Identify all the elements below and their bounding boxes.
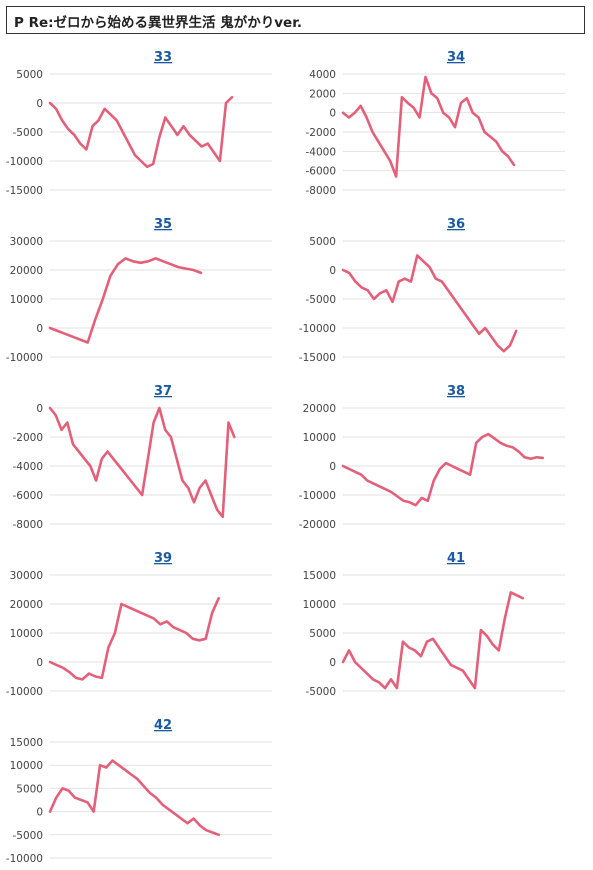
- y-tick-label: 20000: [303, 403, 336, 415]
- chart-title-link[interactable]: 36: [447, 217, 465, 232]
- chart-title-link[interactable]: 37: [154, 384, 172, 399]
- y-tick-label: 5000: [309, 628, 336, 640]
- y-tick-label: 0: [329, 461, 336, 473]
- y-tick-label: 0: [329, 108, 336, 120]
- series-line: [341, 75, 516, 178]
- page-header: P Re:ゼロから始める異世界生活 鬼がかりver.: [6, 6, 585, 34]
- page-title: P Re:ゼロから始める異世界生活 鬼がかりver.: [14, 15, 303, 31]
- y-tick-label: 15000: [303, 570, 336, 582]
- y-tick-label: -5000: [12, 830, 43, 842]
- y-tick-label: 5000: [16, 783, 43, 795]
- chart-svg-39: 39 30000 20000 10000 0 -10000: [6, 551, 272, 698]
- y-tick-label: 15000: [10, 737, 43, 749]
- chart-svg-36: 36 5000 0 -5000 -10000 -15000: [299, 217, 565, 364]
- series-line: [341, 254, 518, 353]
- chart-title-link[interactable]: 34: [447, 50, 465, 65]
- chart-svg-42: 42 15000 10000 5000 0 -5000 -10000: [6, 718, 272, 865]
- y-tick-label: -2000: [305, 127, 336, 139]
- chart-panel-39: 39 30000 20000 10000 0 -10000: [0, 543, 290, 703]
- series-line: [48, 257, 203, 344]
- y-tick-label: 0: [329, 265, 336, 277]
- y-tick-label: 10000: [303, 599, 336, 611]
- y-tick-label: -10000: [6, 686, 43, 698]
- chart-title-link[interactable]: 35: [154, 217, 172, 232]
- y-tick-label: -8000: [12, 519, 43, 531]
- y-tick-label: 20000: [10, 265, 43, 277]
- chart-svg-38: 38 20000 10000 0 -10000 -20000: [299, 384, 565, 531]
- y-tick-label: -10000: [6, 156, 43, 168]
- y-tick-label: 20000: [10, 599, 43, 611]
- y-tick-label: 10000: [303, 432, 336, 444]
- y-tick-label: 5000: [309, 236, 336, 248]
- y-tick-label: -2000: [12, 432, 43, 444]
- y-tick-label: -10000: [299, 323, 336, 335]
- y-tick-label: -20000: [299, 519, 336, 531]
- series-line: [48, 95, 234, 169]
- y-tick-label: 10000: [10, 628, 43, 640]
- series-line: [341, 591, 525, 690]
- chart-panel-34: 34 4000 2000 0 -2000 -4000 -6000 -8000: [293, 42, 583, 202]
- y-tick-label: -5000: [305, 686, 336, 698]
- chart-title-link[interactable]: 42: [154, 718, 172, 733]
- series-line: [48, 596, 220, 681]
- y-tick-label: 10000: [10, 294, 43, 306]
- y-tick-label: -6000: [12, 490, 43, 502]
- y-tick-label: -10000: [6, 853, 43, 865]
- chart-panel-42: 42 15000 10000 5000 0 -5000 -10000: [0, 710, 290, 870]
- series-line: [48, 406, 236, 519]
- y-tick-label: -5000: [305, 294, 336, 306]
- y-tick-label: -15000: [6, 185, 43, 197]
- chart-title-link[interactable]: 38: [447, 384, 465, 399]
- chart-svg-35: 35 30000 20000 10000 0 -10000: [6, 217, 272, 364]
- chart-title-link[interactable]: 39: [154, 551, 172, 566]
- y-tick-label: -10000: [299, 490, 336, 502]
- y-tick-label: -4000: [12, 461, 43, 473]
- chart-panel-35: 35 30000 20000 10000 0 -10000: [0, 209, 290, 369]
- series-line: [341, 432, 545, 507]
- y-tick-label: -4000: [305, 146, 336, 158]
- chart-svg-33: 33 5000 0 -5000 -10000 -15000: [6, 50, 272, 197]
- chart-title-link[interactable]: 41: [447, 551, 465, 566]
- chart-title-link[interactable]: 33: [154, 50, 172, 65]
- y-tick-label: 10000: [10, 760, 43, 772]
- y-tick-label: -15000: [299, 352, 336, 364]
- y-tick-label: 0: [36, 657, 43, 669]
- y-tick-label: -5000: [12, 127, 43, 139]
- chart-svg-37: 37 0 -2000 -4000 -6000 -8000: [12, 384, 272, 531]
- series-line: [48, 759, 220, 837]
- y-tick-label: 30000: [10, 236, 43, 248]
- chart-panel-33: 33 5000 0 -5000 -10000 -15000: [0, 42, 290, 202]
- chart-svg-41: 41 15000 10000 5000 0 -5000: [303, 551, 565, 698]
- y-tick-label: 30000: [10, 570, 43, 582]
- y-tick-label: 0: [36, 323, 43, 335]
- y-tick-label: 0: [36, 807, 43, 819]
- chart-panel-38: 38 20000 10000 0 -10000 -20000: [293, 376, 583, 536]
- chart-panel-36: 36 5000 0 -5000 -10000 -15000: [293, 209, 583, 369]
- chart-panel-37: 37 0 -2000 -4000 -6000 -8000: [0, 376, 290, 536]
- y-tick-label: 0: [36, 403, 43, 415]
- y-tick-label: -10000: [6, 352, 43, 364]
- y-tick-label: -6000: [305, 166, 336, 178]
- chart-svg-34: 34 4000 2000 0 -2000 -4000 -6000 -8000: [305, 50, 565, 197]
- chart-panel-41: 41 15000 10000 5000 0 -5000: [293, 543, 583, 703]
- y-tick-label: 0: [36, 98, 43, 110]
- y-tick-label: 0: [329, 657, 336, 669]
- y-tick-label: -8000: [305, 185, 336, 197]
- y-tick-label: 2000: [309, 88, 336, 100]
- y-tick-label: 4000: [309, 69, 336, 81]
- y-tick-label: 5000: [16, 69, 43, 81]
